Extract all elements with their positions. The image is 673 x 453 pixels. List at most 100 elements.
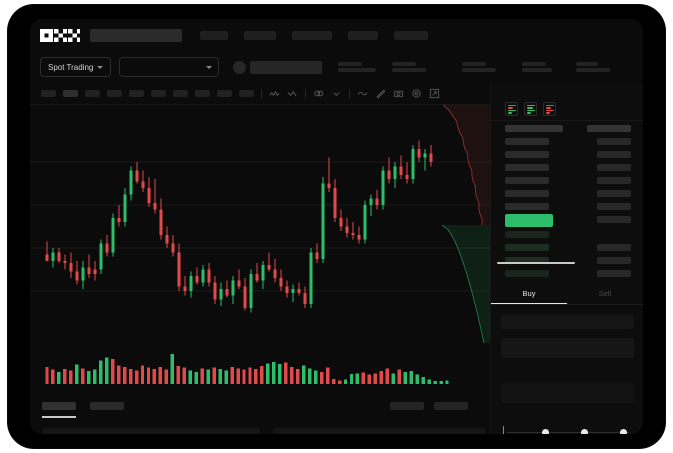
- orderbook[interactable]: [491, 123, 643, 277]
- orderbook-mode-switcher: [505, 102, 556, 116]
- table-row[interactable]: [505, 151, 549, 158]
- line-chart-icon[interactable]: [357, 88, 368, 99]
- stat-index-price: [576, 61, 611, 73]
- bottom-action-2[interactable]: [434, 402, 468, 410]
- slider-node-1[interactable]: [503, 426, 633, 434]
- volume-chart: [30, 350, 490, 394]
- timeframe-3[interactable]: [85, 90, 100, 97]
- tab-sell[interactable]: Sell: [567, 283, 643, 304]
- trading-mode-label: Spot Trading: [48, 62, 94, 72]
- orderbook-mode-both[interactable]: [505, 102, 518, 116]
- table-row[interactable]: [597, 257, 631, 264]
- orderbook-mode-bids[interactable]: [524, 102, 537, 116]
- timeframe-9[interactable]: [217, 90, 232, 97]
- timeframe-2[interactable]: [63, 90, 78, 97]
- orderbook-mode-asks[interactable]: [543, 102, 556, 116]
- slider-node-2[interactable]: [542, 428, 549, 434]
- timeframe-1[interactable]: [41, 90, 56, 97]
- tab-sell-label: Sell: [598, 289, 612, 298]
- amount-slider[interactable]: [503, 426, 633, 434]
- timeframe-4[interactable]: [107, 90, 122, 97]
- timeframe-6[interactable]: [151, 90, 166, 97]
- stat-24h-low: [462, 61, 497, 73]
- nav-item-2[interactable]: [244, 30, 276, 40]
- nav-item-3[interactable]: [292, 30, 332, 40]
- table-row[interactable]: [597, 164, 631, 171]
- fullscreen-icon[interactable]: [429, 88, 440, 99]
- tab-buy[interactable]: Buy: [491, 283, 567, 304]
- table-row[interactable]: [597, 244, 631, 251]
- order-panel: Buy Sell: [490, 83, 643, 434]
- table-row[interactable]: [505, 231, 549, 238]
- ruler-icon[interactable]: [375, 88, 386, 99]
- slider-node-3[interactable]: [581, 428, 588, 434]
- top-navigation-bar: [30, 19, 643, 51]
- order-price-field[interactable]: [501, 315, 634, 329]
- table-row[interactable]: [505, 244, 549, 251]
- okx-logo-icon[interactable]: [40, 28, 80, 42]
- volume-series: [45, 354, 449, 384]
- timeframe-10[interactable]: [239, 90, 254, 97]
- table-row[interactable]: [505, 257, 549, 264]
- toolbar-divider: [305, 88, 306, 99]
- chevron-down-icon: [206, 65, 213, 69]
- search-input[interactable]: [90, 28, 182, 42]
- table-row[interactable]: [597, 216, 631, 223]
- chart-type-icon[interactable]: [287, 88, 298, 99]
- toolbar-divider: [349, 88, 350, 99]
- ticker-price: [250, 60, 323, 74]
- nav-item-4[interactable]: [348, 30, 378, 40]
- table-row[interactable]: [597, 270, 631, 277]
- timeframe-5[interactable]: [129, 90, 144, 97]
- timeframe-7[interactable]: [173, 90, 188, 97]
- table-row[interactable]: [597, 203, 631, 210]
- device-frame: Spot Trading: [8, 5, 665, 448]
- table-row[interactable]: [597, 151, 631, 158]
- bottom-panel-left: [42, 428, 260, 434]
- orderbook-col-price: [505, 125, 563, 132]
- trading-mode-selector[interactable]: Spot Trading: [40, 57, 112, 77]
- bottom-action-1[interactable]: [390, 402, 424, 410]
- table-row[interactable]: [505, 203, 549, 210]
- table-row[interactable]: [505, 138, 549, 145]
- table-row[interactable]: [505, 164, 549, 171]
- bottom-tab-active-underline: [42, 416, 76, 418]
- indicators-icon[interactable]: [269, 88, 280, 99]
- order-total-field[interactable]: [501, 383, 634, 403]
- tab-buy-label: Buy: [522, 288, 536, 298]
- orderbook-col-total: [587, 125, 631, 132]
- stat-24h-high: [392, 61, 427, 73]
- dropdown-caret-icon[interactable]: [331, 88, 342, 99]
- nav-item-5[interactable]: [394, 30, 428, 40]
- orderbook-divider: [491, 120, 643, 121]
- table-row[interactable]: [597, 190, 631, 197]
- depth-chart-overlay: [441, 105, 490, 344]
- orderbook-scrollbar[interactable]: [497, 262, 575, 264]
- toolbar-divider: [261, 88, 262, 99]
- order-amount-field[interactable]: [501, 338, 634, 358]
- compare-icon[interactable]: [313, 88, 324, 99]
- nav-item-1[interactable]: [200, 30, 228, 40]
- bottom-tab-2[interactable]: [90, 402, 124, 410]
- stat-24h-change: [338, 61, 377, 73]
- pair-select[interactable]: [119, 57, 220, 77]
- table-row[interactable]: [505, 177, 549, 184]
- bottom-tab-1[interactable]: [42, 402, 76, 410]
- table-row[interactable]: [597, 177, 631, 184]
- settings-gear-icon[interactable]: [411, 88, 422, 99]
- app-screen: Spot Trading: [30, 19, 643, 434]
- table-row[interactable]: [597, 138, 631, 145]
- candlestick-chart-canvas: [30, 140, 490, 313]
- candle-series: [45, 140, 433, 313]
- table-row[interactable]: [505, 270, 549, 277]
- instrument-header: Spot Trading: [30, 51, 643, 83]
- price-chart[interactable]: [30, 105, 490, 350]
- slider-track: [507, 431, 629, 433]
- timeframe-8[interactable]: [195, 90, 210, 97]
- camera-icon[interactable]: [393, 88, 404, 99]
- table-row[interactable]: [505, 190, 549, 197]
- orderbook-spread-row: [505, 214, 553, 227]
- slider-node-4[interactable]: [620, 428, 627, 434]
- chart-gridlines: [30, 161, 490, 292]
- chevron-down-icon: [97, 65, 104, 69]
